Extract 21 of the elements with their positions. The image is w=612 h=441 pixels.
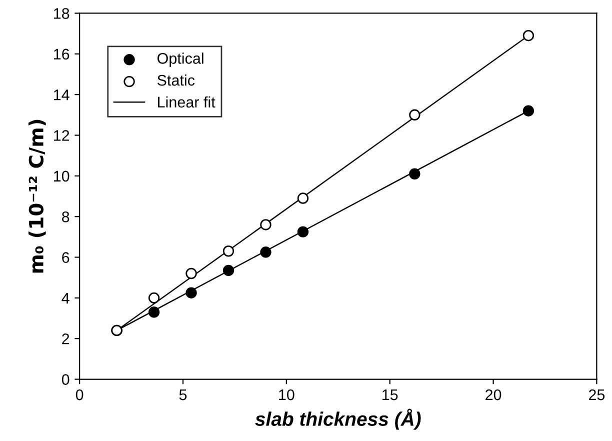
x-tick-label: 15 [382, 390, 398, 400]
x-tick-label: 5 [179, 390, 187, 400]
y-tick-label: 16 [54, 48, 70, 60]
x-tick-label: 10 [279, 389, 294, 400]
x-tick-label: 20 [486, 389, 502, 400]
legend-label: Static [157, 74, 195, 86]
x-tick-label: 0 [76, 389, 84, 400]
legend-label: Optical [157, 52, 204, 67]
y-tick-label: 6 [62, 252, 70, 263]
y-tick-label: 10 [54, 170, 70, 182]
y-tick-label: 18 [54, 8, 70, 19]
y-tick-label: 0 [62, 374, 70, 385]
y-tick-label: 8 [62, 211, 70, 222]
x-axis-title: slab thickness (Å) [255, 408, 421, 430]
y-tick-label: 12 [54, 130, 70, 141]
y-tick-label: 4 [62, 292, 70, 304]
y-tick-label: 2 [62, 333, 70, 344]
y-tick-label: 14 [54, 90, 70, 100]
legend-label: Linear fit [158, 96, 216, 108]
x-tick-label: 25 [588, 389, 605, 400]
y-axis-title: m₀ (10⁻¹² C/m) [28, 120, 46, 273]
